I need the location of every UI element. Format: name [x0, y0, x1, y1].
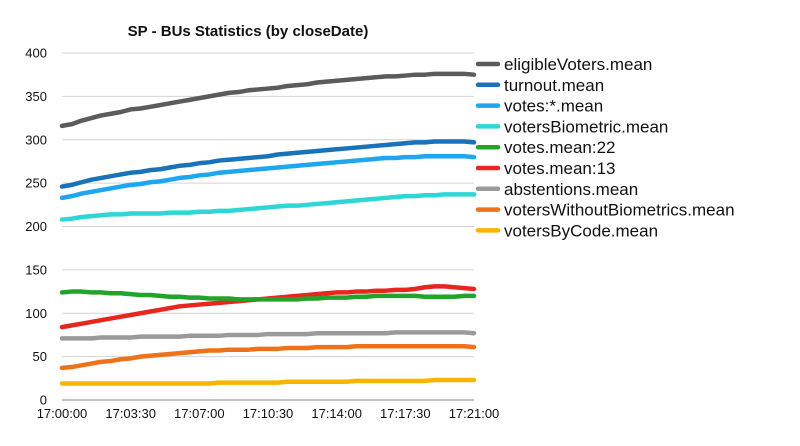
- chart-title: SP - BUs Statistics (by closeDate): [128, 23, 369, 40]
- series-line-votersByCode.mean: [59, 377, 477, 386]
- legend-label: votersWithoutBiometrics.mean: [504, 201, 735, 220]
- legend-label: votersBiometric.mean: [504, 117, 668, 136]
- x-tick-label: 17:07:00: [174, 406, 225, 421]
- y-tick-label: 400: [25, 46, 47, 61]
- series-line-votes:*.mean: [59, 153, 477, 201]
- x-tick-label: 17:03:30: [105, 406, 156, 421]
- series-line-turnout.mean: [59, 139, 477, 189]
- legend-label: eligibleVoters.mean: [504, 55, 652, 74]
- legend-label: votes:*.mean: [504, 97, 603, 116]
- y-tick-label: 150: [25, 262, 47, 277]
- y-tick-label: 200: [25, 219, 47, 234]
- series-line-votersWithoutBiometrics.mean: [59, 343, 477, 371]
- legend-label: votes.mean:22: [504, 138, 616, 157]
- x-tick-label: 17:00:00: [37, 406, 88, 421]
- y-tick-label: 100: [25, 306, 47, 321]
- legend-label: votersByCode.mean: [504, 221, 658, 240]
- y-tick-label: 350: [25, 89, 47, 104]
- legend-label: votes.mean:13: [504, 159, 616, 178]
- legend-label: turnout.mean: [504, 76, 604, 95]
- x-tick-label: 17:21:00: [449, 406, 500, 421]
- x-tick-label: 17:17:30: [380, 406, 431, 421]
- series-line-votersBiometric.mean: [59, 192, 477, 222]
- y-tick-label: 300: [25, 132, 47, 147]
- x-tick-label: 17:10:30: [243, 406, 294, 421]
- y-tick-label: 0: [40, 393, 47, 408]
- series-lines: [59, 71, 477, 386]
- series-line-votes.mean:22: [59, 289, 477, 302]
- series-line-eligibleVoters.mean: [59, 71, 477, 129]
- legend: eligibleVoters.mean turnout.mean votes:*.m…: [475, 55, 735, 240]
- series-line-abstentions.mean: [59, 330, 477, 341]
- x-tick-label: 17:14:00: [311, 406, 362, 421]
- y-tick-label: 250: [25, 176, 47, 191]
- axes: 0 50 100 150 200 250 300 350 400 17:00:00 17:03:30…: [25, 46, 499, 422]
- y-tick-label: 50: [33, 349, 47, 364]
- legend-label: abstentions.mean: [504, 180, 638, 199]
